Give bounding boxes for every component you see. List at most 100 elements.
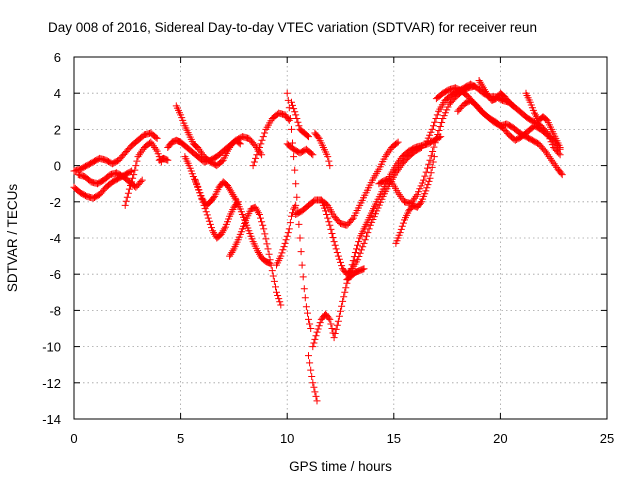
y-tick-label: -4 xyxy=(49,231,61,246)
data-point-s9 xyxy=(205,217,213,225)
y-tick-label: 0 xyxy=(54,159,61,174)
data-point-s13 xyxy=(305,315,312,323)
data-point-s9 xyxy=(196,189,204,197)
data-point-s9 xyxy=(202,208,210,216)
data-point-s10 xyxy=(229,247,237,255)
data-point-s11 xyxy=(250,158,258,166)
data-point-s20 xyxy=(341,288,349,296)
data-point-s20 xyxy=(392,162,400,170)
data-point-s9 xyxy=(194,182,202,190)
data-point-s20 xyxy=(342,284,350,292)
data-point-s17 xyxy=(326,162,334,170)
data-point-s14 xyxy=(304,132,311,140)
data-point-s4 xyxy=(131,166,139,174)
data-point-s9 xyxy=(217,230,225,238)
data-point-s18 xyxy=(374,204,382,212)
data-point-s9 xyxy=(200,201,208,209)
data-point-s9 xyxy=(198,195,206,203)
data-point-s23 xyxy=(436,123,444,130)
data-point-s7 xyxy=(198,149,205,157)
data-point-s4 xyxy=(125,185,133,193)
data-point-s23 xyxy=(398,194,406,202)
data-point-s10 xyxy=(264,245,272,253)
data-point-s12 xyxy=(292,201,300,209)
data-point-s8 xyxy=(225,183,233,191)
data-point-s20 xyxy=(351,249,359,256)
data-point-s20 xyxy=(328,325,336,332)
data-point-s16 xyxy=(383,151,391,159)
data-point-s20 xyxy=(310,339,318,347)
data-point-s20 xyxy=(335,312,343,320)
data-point-s14 xyxy=(295,122,303,130)
data-point-s20 xyxy=(393,160,401,168)
data-point-s8 xyxy=(224,182,231,189)
data-point-s18 xyxy=(327,225,335,233)
data-point-s28 xyxy=(556,144,564,151)
data-point-s23 xyxy=(421,172,429,180)
data-point-s18 xyxy=(364,229,372,237)
data-point-s19 xyxy=(311,388,319,396)
data-point-s12 xyxy=(281,239,289,247)
data-point-s9 xyxy=(234,198,242,206)
data-point-s20 xyxy=(315,322,323,330)
data-point-s13 xyxy=(296,234,304,242)
data-point-s9 xyxy=(195,186,203,194)
data-point-s4 xyxy=(124,189,132,197)
data-point-s10 xyxy=(272,283,279,291)
data-point-s22 xyxy=(398,222,406,230)
data-point-s10 xyxy=(277,301,285,309)
data-point-s21 xyxy=(360,265,368,273)
y-tick-label: 2 xyxy=(54,122,61,137)
data-point-s23 xyxy=(415,188,422,196)
data-point-s10 xyxy=(254,209,262,217)
data-point-s12 xyxy=(283,232,291,240)
x-tick-label: 20 xyxy=(493,431,507,446)
data-point-s18 xyxy=(356,249,364,257)
data-point-s9 xyxy=(192,176,199,184)
data-point-s20 xyxy=(355,238,363,246)
data-point-s6 xyxy=(251,142,259,150)
data-point-s10 xyxy=(273,288,280,296)
data-point-s23 xyxy=(413,191,421,199)
data-point-s9 xyxy=(210,229,218,237)
data-point-s12 xyxy=(288,212,295,220)
data-point-s8 xyxy=(226,185,234,193)
data-point-s9 xyxy=(209,227,217,235)
data-point-s23 xyxy=(430,143,438,151)
data-point-s25 xyxy=(551,162,559,170)
data-point-s10 xyxy=(268,267,276,275)
data-point-s10 xyxy=(260,225,268,233)
data-point-s19 xyxy=(306,359,314,367)
data-point-s23 xyxy=(424,164,431,172)
data-point-s24 xyxy=(422,140,430,148)
data-point-s10 xyxy=(256,211,263,218)
data-point-s22 xyxy=(425,177,433,185)
data-point-s9 xyxy=(206,220,214,228)
data-point-s10 xyxy=(269,272,277,280)
data-point-s24 xyxy=(432,115,440,122)
data-point-s24 xyxy=(426,131,434,139)
data-point-s11 xyxy=(259,133,267,141)
y-axis-label: SDTVAR / TECUs xyxy=(5,184,20,293)
data-point-s13 xyxy=(290,153,298,161)
data-point-s28 xyxy=(532,111,540,119)
data-point-s20 xyxy=(353,245,360,253)
data-point-s20 xyxy=(326,315,334,323)
data-point-s14 xyxy=(294,118,302,126)
data-point-s10 xyxy=(257,214,264,222)
x-tick-label: 0 xyxy=(70,431,77,446)
data-point-s13 xyxy=(288,125,295,133)
data-point-s8 xyxy=(229,191,237,199)
data-point-s24 xyxy=(424,134,432,142)
data-point-s23 xyxy=(409,196,417,204)
data-point-s4 xyxy=(127,182,134,189)
data-point-s22 xyxy=(427,169,435,177)
data-point-s4 xyxy=(135,151,143,159)
data-point-s12 xyxy=(277,252,285,260)
data-point-s20 xyxy=(338,302,346,310)
y-tick-label: -10 xyxy=(42,340,61,355)
data-point-s17 xyxy=(314,133,322,141)
data-point-s18 xyxy=(337,258,344,266)
data-point-s4 xyxy=(138,147,146,155)
data-point-s23 xyxy=(426,156,434,164)
